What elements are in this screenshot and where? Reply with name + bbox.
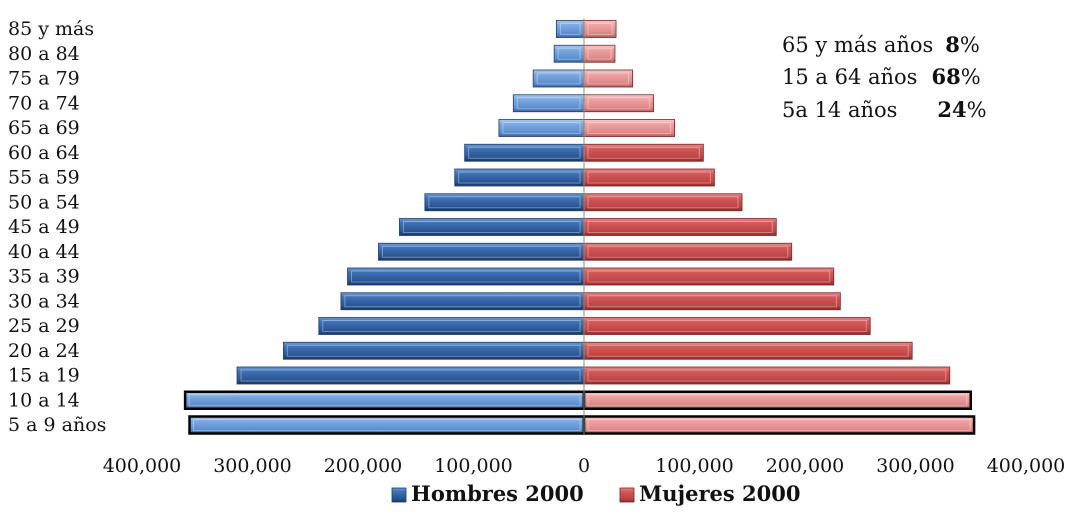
bar-mujeres-bevel-7 (587, 245, 789, 258)
bar-hombres-bevel-12 (502, 122, 581, 134)
annotation-label: 15 a 64 años (782, 65, 918, 89)
legend-label-hombres: Hombres 2000 (411, 481, 584, 506)
bar-mujeres-bevel-14 (587, 72, 630, 85)
bar-hombres-bevel-11 (468, 146, 581, 159)
annotation-suffix: % (966, 98, 987, 122)
bar-mujeres-bevel-16 (587, 23, 613, 35)
annotation-15-64: 15 a 64 años 68% (782, 64, 981, 89)
category-label: 55 a 59 (8, 167, 80, 189)
bar-mujeres-bevel-9 (587, 196, 739, 209)
bar-hombres-bevel-4 (322, 320, 581, 332)
category-label: 25 a 29 (8, 315, 80, 337)
bar-mujeres-bevel-5 (587, 295, 837, 308)
bar-hombres-bevel-2 (240, 369, 581, 382)
bar-hombres-bevel-13 (516, 97, 581, 110)
category-label: 15 a 19 (8, 365, 80, 387)
x-tick-label: 400,000 (103, 455, 182, 477)
legend-swatch-hombres (391, 487, 407, 503)
annotation-value: 68 (931, 64, 961, 89)
bar-mujeres-bevel-3 (587, 344, 909, 357)
x-tick-label: 100,000 (434, 455, 513, 477)
bar-hombres-bevel-15 (557, 47, 581, 60)
bar-mujeres-bevel-2 (587, 369, 947, 382)
bar-hombres-bevel-8 (402, 221, 581, 233)
bar-mujeres-bevel-8 (587, 221, 773, 233)
category-label: 20 a 24 (8, 340, 80, 362)
annotation-value: 8 (945, 32, 960, 57)
bar-mujeres-bevel-13 (587, 97, 651, 110)
bar-hombres-bevel-9 (428, 196, 581, 209)
bar-hombres-bevel-7 (381, 245, 581, 258)
bar-hombres-bevel-6 (351, 270, 581, 283)
category-label: 40 a 44 (8, 241, 80, 263)
annotation-suffix: % (959, 33, 980, 57)
bar-mujeres-bevel-1 (587, 394, 968, 407)
bar-hombres-bevel-10 (458, 171, 581, 184)
category-label: 5 a 9 años (8, 414, 106, 436)
legend: Hombres 2000 Mujeres 2000 (391, 481, 800, 506)
annotation-label: 65 y más años (782, 33, 934, 57)
x-tick-label: 200,000 (766, 455, 845, 477)
bar-mujeres-bevel-15 (587, 47, 612, 60)
x-tick-label: 200,000 (324, 455, 403, 477)
category-label: 60 a 64 (8, 142, 80, 164)
bar-hombres-bevel-5 (344, 295, 581, 308)
x-tick-label: 300,000 (876, 455, 955, 477)
annotation-5-14: 5a 14 años 24% (782, 97, 987, 122)
bar-mujeres-bevel-4 (587, 320, 867, 332)
category-label: 65 a 69 (8, 117, 80, 139)
x-axis-tick-labels: 400,000 300,000 200,000 100,000 0 100,000 200,… (103, 455, 1066, 477)
bar-hombres-bevel-3 (286, 344, 581, 357)
bar-hombres-bevel-14 (536, 72, 581, 85)
bar-hombres-bevel-16 (559, 23, 581, 35)
bars-layer (183, 18, 976, 436)
category-label: 45 a 49 (8, 216, 80, 238)
category-label: 80 a 84 (8, 43, 80, 65)
category-label: 75 a 79 (8, 68, 80, 90)
category-label: 70 a 74 (8, 92, 80, 114)
bar-mujeres-bevel-10 (587, 171, 711, 184)
legend-swatch-mujeres (619, 487, 635, 503)
annotation-65-plus: 65 y más años 8% (782, 32, 980, 57)
category-label: 85 y más (8, 18, 94, 40)
annotation-value: 24 (937, 97, 967, 122)
category-label: 10 a 14 (8, 389, 80, 411)
bar-mujeres-bevel-11 (587, 146, 700, 159)
bar-hombres-bevel-0 (193, 419, 581, 431)
bar-hombres-bevel-1 (188, 394, 581, 407)
x-tick-label: 100,000 (655, 455, 734, 477)
bar-mujeres-bevel-0 (587, 419, 971, 431)
x-tick-label: 300,000 (213, 455, 292, 477)
category-label: 30 a 34 (8, 290, 80, 312)
x-tick-label: 0 (578, 455, 590, 477)
category-label: 35 a 39 (8, 266, 80, 288)
bar-mujeres-bevel-12 (587, 122, 672, 134)
legend-label-mujeres: Mujeres 2000 (639, 481, 800, 506)
annotation-label: 5a 14 años (782, 98, 898, 122)
category-label: 50 a 54 (8, 191, 80, 213)
x-tick-label: 400,000 (987, 455, 1066, 477)
bar-mujeres-bevel-6 (587, 270, 831, 283)
annotation-suffix: % (960, 65, 981, 89)
